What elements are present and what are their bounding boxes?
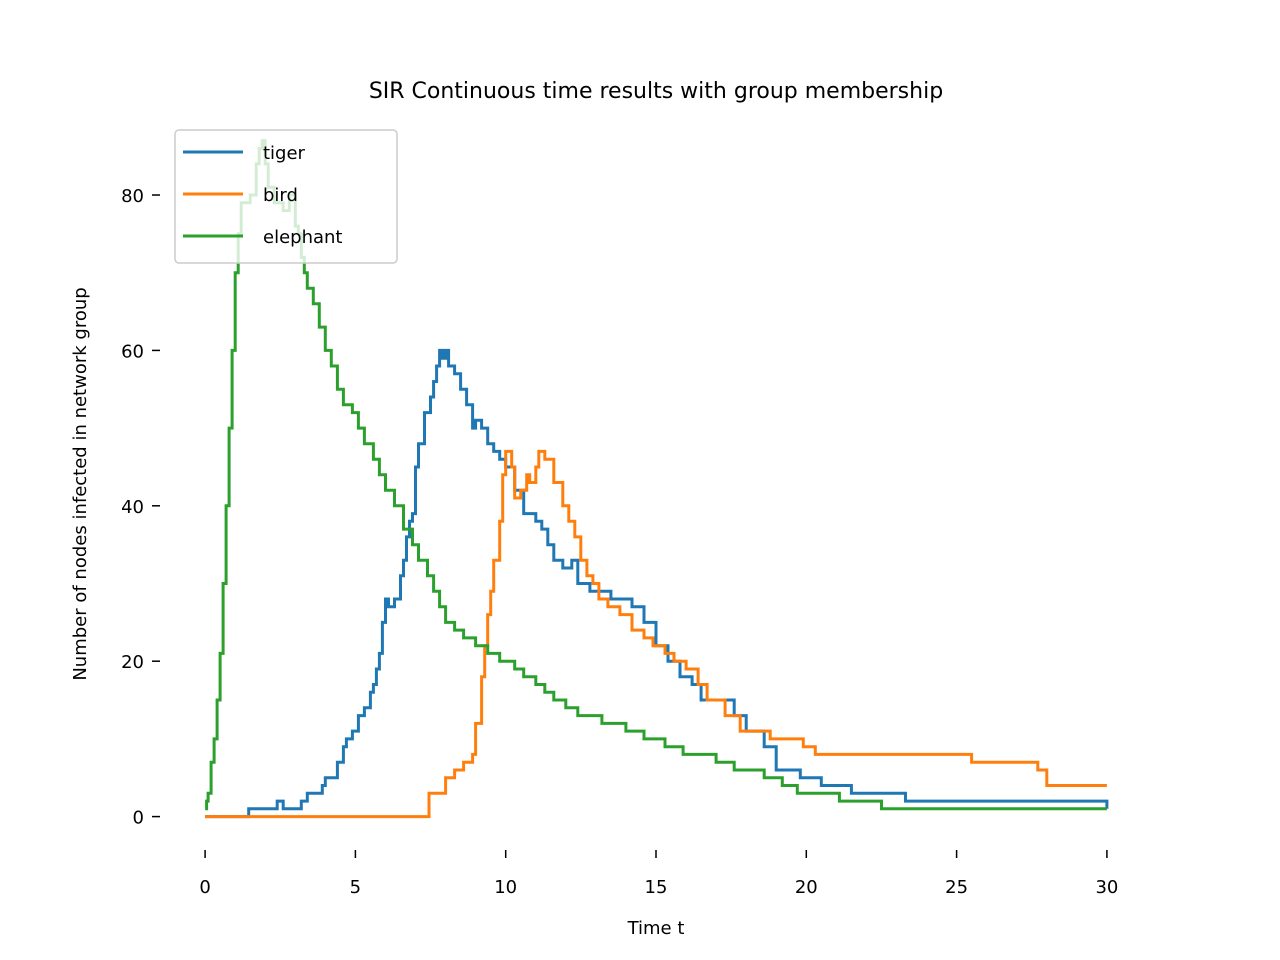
x-tick-label: 15 xyxy=(645,877,668,898)
y-tick-label: 80 xyxy=(121,186,144,207)
x-tick-label: 30 xyxy=(1095,877,1118,898)
y-tick-label: 20 xyxy=(121,652,144,673)
x-axis: 0 5 10 15 20 25 30 xyxy=(199,850,1118,898)
legend-box xyxy=(174,129,398,264)
series-line-bird xyxy=(205,449,1107,819)
y-tick-label: 0 xyxy=(133,808,144,829)
x-tick-label: 0 xyxy=(199,877,210,898)
y-axis-label: Number of nodes infected in network grou… xyxy=(70,287,91,680)
y-tick-label: 60 xyxy=(121,341,144,362)
legend-label-elephant: elephant xyxy=(263,227,342,248)
x-axis-label: Time t xyxy=(627,918,685,939)
x-tick-label: 20 xyxy=(795,877,818,898)
y-axis: 0 20 40 60 80 xyxy=(121,186,160,829)
y-tick-label: 40 xyxy=(121,497,144,518)
x-tick-label: 10 xyxy=(494,877,517,898)
x-tick-label: 25 xyxy=(945,877,968,898)
chart-title: SIR Continuous time results with group m… xyxy=(369,79,943,104)
x-tick-label: 5 xyxy=(350,877,361,898)
legend-label-bird: bird xyxy=(263,185,298,206)
series-line-tiger xyxy=(205,348,1109,819)
legend-label-tiger: tiger xyxy=(263,143,306,164)
legend: tiger bird elephant xyxy=(174,129,398,264)
